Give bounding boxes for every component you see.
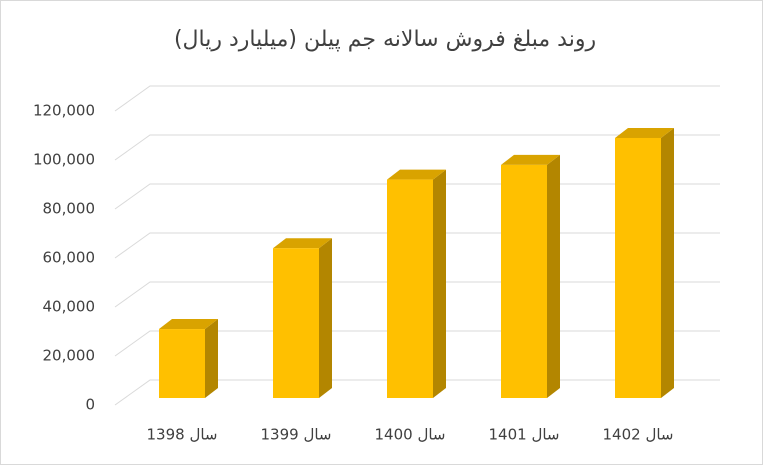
grid-line [114,85,720,112]
bar [273,238,332,398]
y-tick-label: 20,000 [43,347,96,365]
bar-front [273,248,319,398]
chart-title: روند مبلغ فروش سالانه جم پیلن (میلیارد ر… [174,27,596,52]
bar-top [159,319,218,330]
bar-top [501,154,560,165]
bar [615,127,674,398]
bar-top [273,238,332,249]
y-tick-label: 80,000 [43,200,96,218]
bar-side [547,154,560,398]
x-tick-label: سال 1402 [603,426,674,444]
bar-side [319,238,332,398]
y-tick-label: 0 [85,396,95,414]
bar-top [387,169,446,180]
bar-front [615,137,661,398]
x-tick-label: سال 1400 [375,426,446,444]
y-tick-label: 60,000 [43,249,96,267]
bar [159,319,218,398]
bar-side [661,127,674,398]
bar-side [205,319,218,398]
bar-front [159,329,205,398]
grid-line [114,134,720,161]
bar-top [615,127,674,138]
bar-front [387,179,433,398]
x-tick-label: سال 1401 [489,426,560,444]
y-tick-label: 100,000 [33,151,95,169]
x-tick-label: سال 1398 [147,426,218,444]
bar-front [501,164,547,398]
x-tick-label: سال 1399 [261,426,332,444]
bar [501,154,560,398]
bar [387,169,446,398]
bar-side [433,169,446,398]
y-tick-label: 40,000 [43,298,96,316]
y-tick-label: 120,000 [33,102,95,120]
